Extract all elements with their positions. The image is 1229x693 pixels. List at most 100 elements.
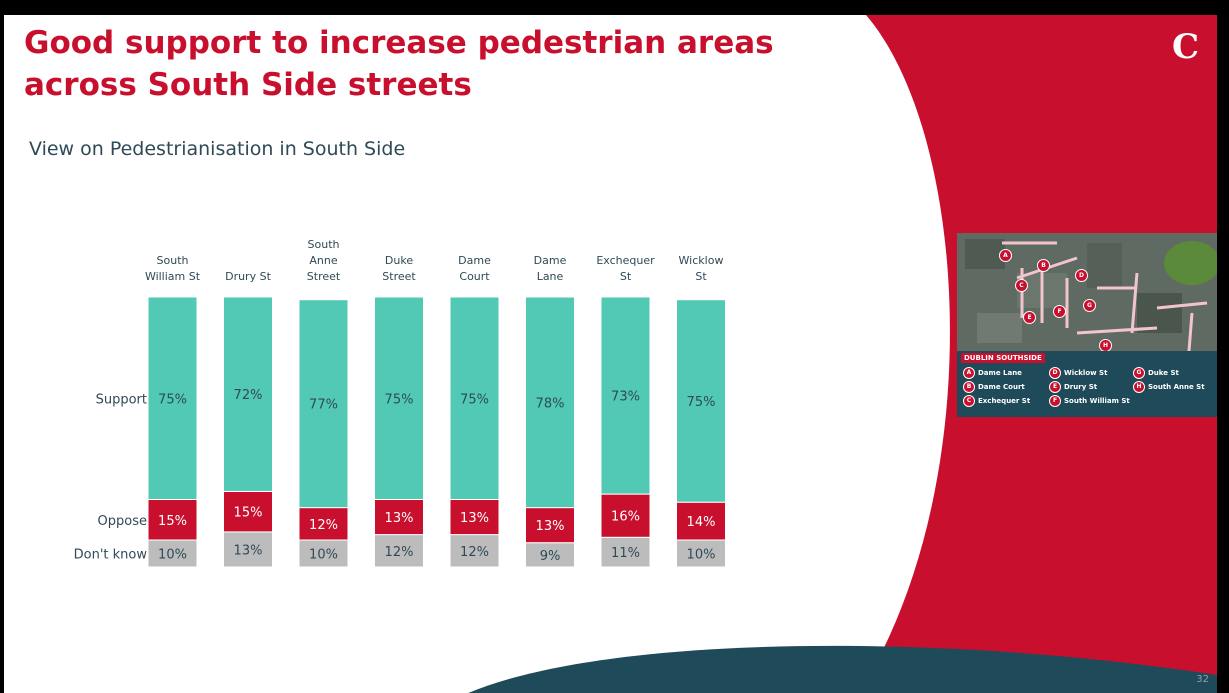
category-label-dame-lane-line-2: Lane xyxy=(537,270,564,283)
teal-arc xyxy=(468,645,1217,693)
row-label-don-t-know: Don't know xyxy=(74,548,148,563)
map-image xyxy=(957,233,1217,351)
data-label-support-exchequer-st: 73% xyxy=(611,390,640,405)
data-label-oppose-wicklow-st: 14% xyxy=(687,515,716,530)
bar-don-t-know-south-william-st xyxy=(147,539,198,568)
bar-support-exchequer-st xyxy=(600,296,651,495)
slide: Good support to increase pedestrian area… xyxy=(4,15,1217,693)
data-label-support-south-anne-street: 77% xyxy=(309,398,338,413)
category-label-duke-street-line-2: Street xyxy=(382,270,416,283)
data-label-support-south-william-st: 75% xyxy=(158,392,187,407)
chart-subtitle: View on Pedestrianisation in South Side xyxy=(29,138,406,160)
bar-don-t-know-dame-lane xyxy=(525,542,575,568)
page-number: 32 xyxy=(1196,674,1209,685)
bar-support-drury-st xyxy=(223,296,273,492)
legend-label-f: South William St xyxy=(1064,397,1130,405)
map-legend-title: DUBLIN SOUTHSIDE xyxy=(961,353,1045,363)
category-label-south-william-st-line-1: South xyxy=(157,254,189,267)
bar-support-duke-street xyxy=(374,296,424,500)
map-legend-item-a: A Dame Lane xyxy=(963,367,1022,379)
category-label-duke-street-line-1: Duke xyxy=(385,254,413,267)
bar-support-south-anne-street xyxy=(298,299,349,509)
legend-label-g: Duke St xyxy=(1148,369,1179,377)
slide-title: Good support to increase pedestrian area… xyxy=(24,25,774,103)
map-marker-g: G xyxy=(1083,299,1096,312)
legend-badge-b: B xyxy=(963,381,975,393)
category-label-south-anne-street-line-3: Street xyxy=(307,270,341,283)
map-marker-a: A xyxy=(999,249,1012,262)
data-label-oppose-exchequer-st: 16% xyxy=(611,510,640,525)
category-label-south-anne-street-line-1: South xyxy=(308,238,340,251)
bar-oppose-duke-street xyxy=(374,499,424,536)
row-label-support: Support xyxy=(96,392,147,407)
map-marker-d: D xyxy=(1075,269,1088,282)
bar-don-t-know-exchequer-st xyxy=(600,536,651,568)
category-label-south-william-st-line-2: William St xyxy=(145,270,201,283)
data-label-support-dame-court: 75% xyxy=(460,392,489,407)
legend-label-b: Dame Court xyxy=(978,383,1025,391)
bar-oppose-wicklow-st xyxy=(676,501,726,541)
row-label-oppose: Oppose xyxy=(98,514,147,529)
brand-logo-icon: C xyxy=(1171,27,1199,67)
data-label-oppose-south-william-st: 15% xyxy=(158,514,187,529)
data-label-don-t-know-exchequer-st: 11% xyxy=(611,546,640,561)
data-label-support-dame-lane: 78% xyxy=(536,396,565,411)
category-label-wicklow-st-line-1: Wicklow xyxy=(679,254,724,267)
bar-oppose-drury-st xyxy=(223,490,273,533)
data-label-oppose-south-anne-street: 12% xyxy=(309,518,338,533)
legend-badge-f: F xyxy=(1049,395,1061,407)
bar-support-wicklow-st xyxy=(676,299,726,503)
bar-don-t-know-dame-court xyxy=(449,534,500,568)
category-label-exchequer-st-line-2: St xyxy=(620,270,632,283)
legend-label-e: Drury St xyxy=(1064,383,1098,391)
data-label-don-t-know-south-anne-street: 10% xyxy=(309,548,338,563)
legend-badge-e: E xyxy=(1049,381,1061,393)
map-legend: DUBLIN SOUTHSIDE A Dame Lane B Dame Court … xyxy=(957,351,1217,417)
data-label-oppose-dame-court: 13% xyxy=(460,511,489,526)
bar-support-dame-court xyxy=(449,296,500,500)
map-marker-b: B xyxy=(1037,259,1050,272)
legend-badge-d: D xyxy=(1049,367,1061,379)
map-legend-item-e: E Drury St xyxy=(1049,381,1097,393)
data-label-don-t-know-drury-st: 13% xyxy=(234,543,263,558)
data-label-oppose-drury-st: 15% xyxy=(234,506,263,521)
data-label-don-t-know-dame-lane: 9% xyxy=(540,549,561,564)
data-label-support-wicklow-st: 75% xyxy=(687,395,716,410)
stacked-bar-chart: 10% 15% 75% South William St 13% 15% 72% Drury S… xyxy=(74,238,726,568)
map-legend-item-d: D Wicklow St xyxy=(1049,367,1107,379)
legend-label-d: Wicklow St xyxy=(1064,369,1108,377)
map-legend-item-f: F South William St xyxy=(1049,395,1130,407)
map-marker-f: F xyxy=(1053,305,1066,318)
map-legend-item-g: G Duke St xyxy=(1133,367,1179,379)
legend-label-h: South Anne St xyxy=(1148,383,1205,391)
data-label-don-t-know-south-william-st: 10% xyxy=(158,548,187,563)
legend-label-a: Dame Lane xyxy=(978,369,1022,377)
data-label-support-duke-street: 75% xyxy=(385,392,414,407)
map-inset: A B C D E F G H DUBLIN SOUTHSIDE A Dame L… xyxy=(957,233,1217,417)
legend-label-c: Exchequer St xyxy=(978,397,1031,405)
legend-badge-h: H xyxy=(1133,381,1145,393)
category-label-dame-court-line-2: Court xyxy=(459,270,490,283)
bar-don-t-know-drury-st xyxy=(223,531,273,568)
category-label-dame-lane-line-1: Dame xyxy=(534,254,567,267)
bar-don-t-know-wicklow-st xyxy=(676,539,726,568)
bar-oppose-south-william-st xyxy=(147,499,198,541)
map-legend-item-h: H South Anne St xyxy=(1133,381,1205,393)
category-label-exchequer-st-line-1: Exchequer xyxy=(596,254,655,267)
data-label-don-t-know-duke-street: 12% xyxy=(385,545,414,560)
legend-badge-c: C xyxy=(963,395,975,407)
map-marker-c: C xyxy=(1015,279,1028,292)
bar-support-south-william-st xyxy=(147,296,198,500)
map-legend-item-b: B Dame Court xyxy=(963,381,1025,393)
legend-badge-a: A xyxy=(963,367,975,379)
map-marker-e: E xyxy=(1023,311,1036,324)
data-label-oppose-duke-street: 13% xyxy=(385,511,414,526)
category-label-wicklow-st-line-2: St xyxy=(695,270,707,283)
bar-don-t-know-duke-street xyxy=(374,534,424,568)
category-label-dame-court-line-1: Dame xyxy=(458,254,491,267)
category-label-drury-st-line-1: Drury St xyxy=(225,270,271,283)
bar-oppose-exchequer-st xyxy=(600,493,651,538)
map-legend-item-c: C Exchequer St xyxy=(963,395,1030,407)
legend-badge-g: G xyxy=(1133,367,1145,379)
data-label-don-t-know-wicklow-st: 10% xyxy=(687,548,716,563)
